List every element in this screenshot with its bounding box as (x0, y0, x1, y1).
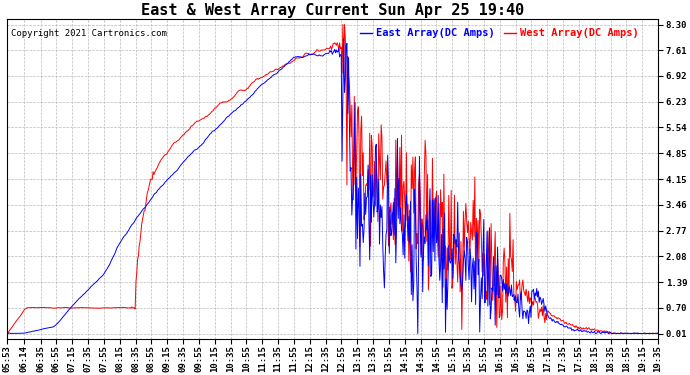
Title: East & West Array Current Sun Apr 25 19:40: East & West Array Current Sun Apr 25 19:… (141, 3, 524, 18)
Text: Copyright 2021 Cartronics.com: Copyright 2021 Cartronics.com (10, 28, 166, 38)
Legend: East Array(DC Amps), West Array(DC Amps): East Array(DC Amps), West Array(DC Amps) (355, 24, 643, 42)
